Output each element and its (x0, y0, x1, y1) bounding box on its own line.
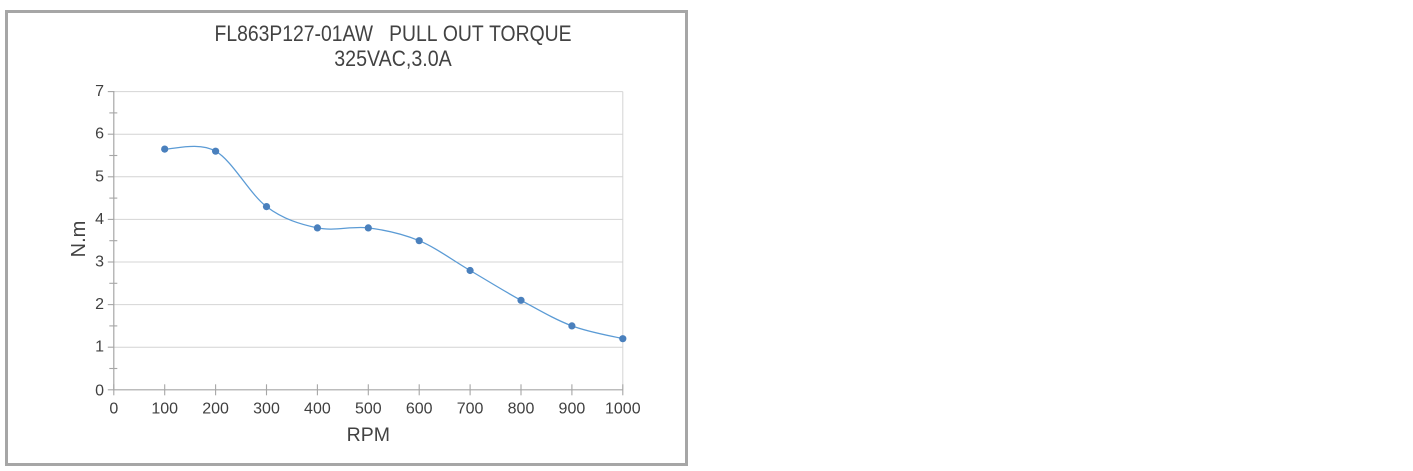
svg-text:0: 0 (109, 401, 118, 418)
svg-text:7: 7 (95, 83, 104, 100)
svg-text:500: 500 (355, 401, 382, 418)
svg-text:300: 300 (253, 401, 280, 418)
svg-text:5: 5 (95, 168, 104, 185)
svg-text:700: 700 (457, 401, 484, 418)
svg-text:3: 3 (95, 254, 104, 271)
svg-text:800: 800 (508, 401, 535, 418)
svg-text:6: 6 (95, 126, 104, 143)
svg-text:1000: 1000 (605, 401, 641, 418)
svg-text:400: 400 (304, 401, 331, 418)
svg-text:2: 2 (95, 296, 104, 313)
svg-text:0: 0 (95, 382, 104, 399)
svg-text:N.m: N.m (68, 221, 90, 258)
svg-text:600: 600 (406, 401, 433, 418)
svg-text:200: 200 (202, 401, 229, 418)
svg-text:900: 900 (559, 401, 586, 418)
svg-text:100: 100 (151, 401, 178, 418)
svg-text:FL863P127-01AW PULL OUT TORQ: FL863P127-01AW PULL OUT TORQUE (215, 21, 572, 46)
svg-text:RPM: RPM (347, 424, 390, 446)
svg-text:325VAC,3.0A: 325VAC,3.0A (334, 46, 452, 71)
svg-text:4: 4 (95, 211, 104, 228)
svg-text:1: 1 (95, 339, 104, 356)
